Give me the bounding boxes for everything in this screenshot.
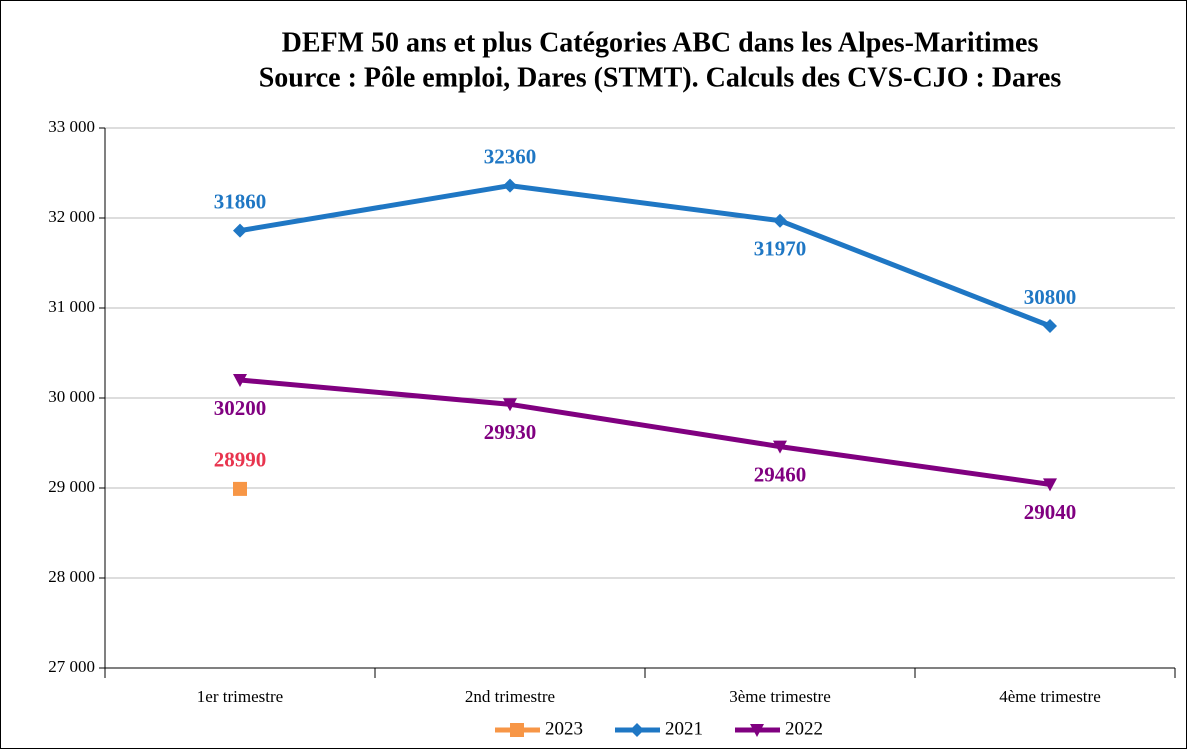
y-tick-label: 31 000 bbox=[48, 297, 95, 316]
line bbox=[239, 377, 1051, 487]
y-tick-label: 28 000 bbox=[48, 567, 95, 586]
legend-label: 2022 bbox=[785, 718, 823, 739]
y-tick-label: 32 000 bbox=[48, 207, 95, 226]
data-label: 29930 bbox=[484, 420, 537, 444]
chart-title: DEFM 50 ans et plus Catégories ABC dans … bbox=[282, 27, 1039, 58]
data-label: 32360 bbox=[484, 144, 537, 168]
legend-label: 2023 bbox=[545, 718, 583, 739]
marker bbox=[1043, 319, 1057, 333]
marker bbox=[750, 724, 764, 737]
marker bbox=[503, 398, 517, 412]
marker bbox=[233, 481, 247, 496]
data-label: 31860 bbox=[214, 189, 267, 213]
data-label: 30800 bbox=[1024, 285, 1077, 309]
marker bbox=[233, 374, 247, 387]
x-tick-label: 1er trimestre bbox=[197, 687, 283, 706]
y-tick-label: 27 000 bbox=[48, 657, 95, 676]
marker bbox=[630, 723, 644, 737]
marker bbox=[510, 723, 524, 737]
marker bbox=[773, 440, 787, 454]
marker bbox=[503, 178, 517, 193]
data-label: 28990 bbox=[214, 448, 267, 472]
marker bbox=[773, 213, 787, 228]
y-tick-label: 30 000 bbox=[48, 387, 95, 406]
y-tick-label: 29 000 bbox=[48, 477, 95, 496]
data-label: 29460 bbox=[754, 462, 807, 486]
line bbox=[239, 183, 1051, 329]
x-tick-label: 3ème trimestre bbox=[729, 687, 831, 706]
data-label: 29040 bbox=[1024, 500, 1077, 524]
legend-label: 2021 bbox=[665, 718, 703, 739]
x-tick-label: 2nd trimestre bbox=[465, 687, 555, 706]
marker bbox=[233, 223, 247, 238]
chart-subtitle: Source : Pôle emploi, Dares (STMT). Calc… bbox=[259, 62, 1062, 93]
y-tick-label: 33 000 bbox=[48, 117, 95, 136]
marker bbox=[1043, 478, 1057, 492]
data-label: 31970 bbox=[754, 237, 807, 261]
data-label: 30200 bbox=[214, 396, 267, 420]
x-tick-label: 4ème trimestre bbox=[999, 687, 1101, 706]
